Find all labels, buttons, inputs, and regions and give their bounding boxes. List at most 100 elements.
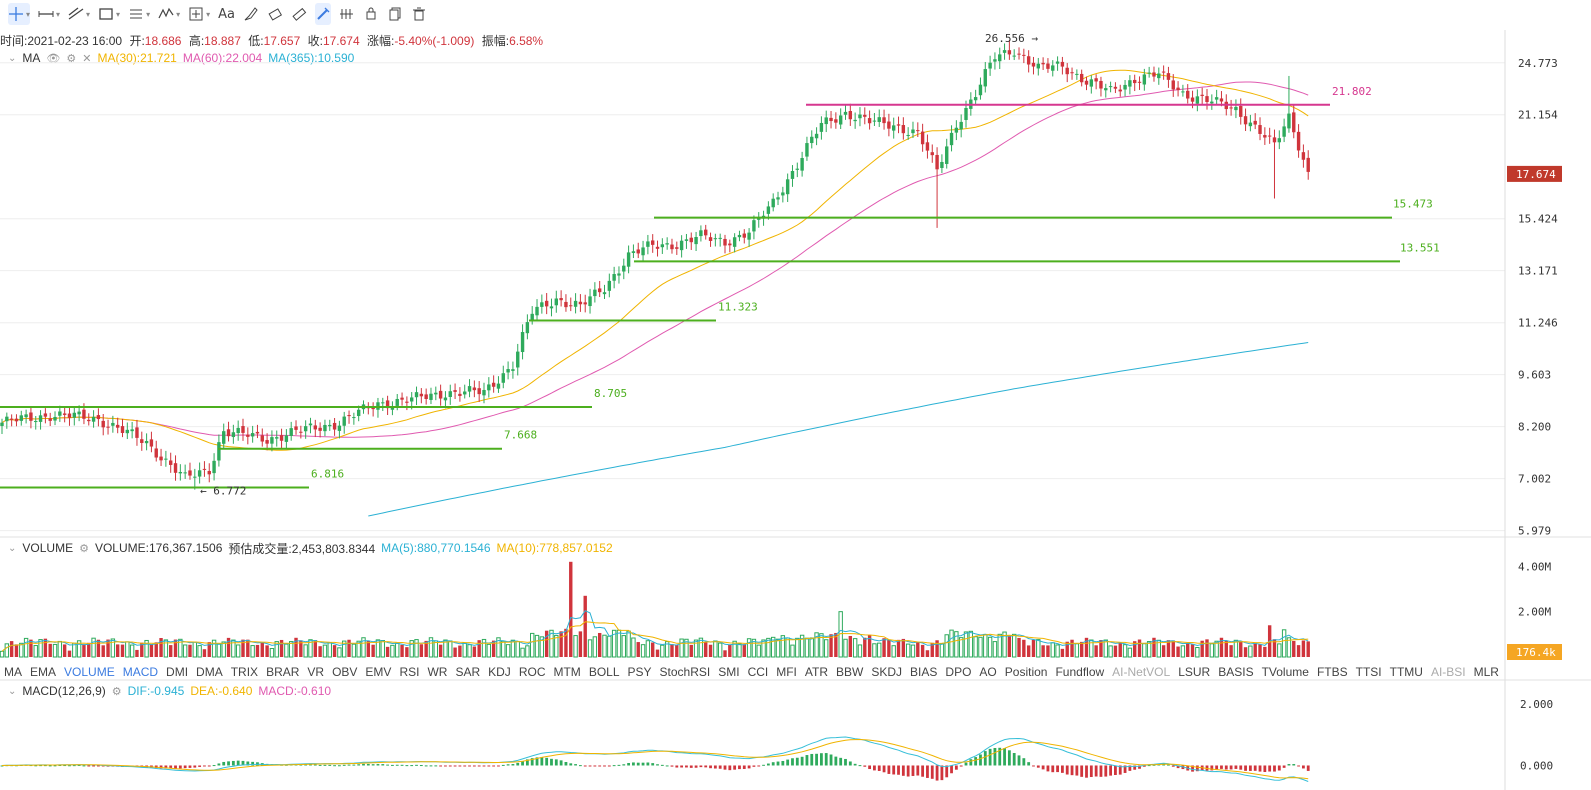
tab-roc[interactable]: ROC: [518, 665, 546, 679]
close-icon[interactable]: ✕: [82, 52, 92, 65]
macd-histogram-bar: [58, 765, 62, 767]
hide-tool-button[interactable]: [363, 3, 379, 25]
tab-ma[interactable]: MA: [4, 665, 22, 679]
tab-dmi[interactable]: DMI: [166, 665, 189, 679]
price-tick-label: 21.154: [1518, 109, 1558, 122]
tab-obv[interactable]: OBV: [332, 665, 358, 679]
tab-smi[interactable]: SMI: [718, 665, 740, 679]
tab-ema[interactable]: EMA: [30, 665, 57, 679]
tab-mfi[interactable]: MFI: [776, 665, 797, 679]
volume-legend: ⌄ VOLUME ⚙ VOLUME:176,367.1506 预估成交量:2,4…: [8, 540, 619, 556]
open-label: 开:: [129, 34, 145, 48]
tab-kdj[interactable]: KDJ: [488, 665, 511, 679]
macd-histogram-bar: [521, 760, 524, 766]
ruler-tool-button[interactable]: [291, 3, 307, 25]
tab-bias[interactable]: BIAS: [910, 665, 938, 679]
candle-body: [1055, 61, 1060, 64]
tab-mtm[interactable]: MTM: [553, 665, 581, 679]
macd-histogram-bar: [140, 765, 144, 768]
tab-dpo[interactable]: DPO: [945, 665, 972, 679]
chevron-down-icon[interactable]: ▾: [146, 9, 151, 19]
text-tool-button[interactable]: Aa: [218, 3, 235, 25]
volume-tick-label: 2.00M: [1518, 606, 1551, 619]
settings-icon[interactable]: ⚙: [66, 52, 77, 65]
tab-mlr[interactable]: MLR: [1473, 665, 1499, 679]
copy-tool-button[interactable]: [387, 3, 403, 25]
candle-body: [1277, 138, 1281, 143]
tab-sar[interactable]: SAR: [455, 665, 481, 679]
tab-ai-bsi[interactable]: AI-BSI: [1430, 665, 1466, 679]
macd-histogram-bar: [419, 765, 423, 767]
volume-bar: [462, 642, 467, 658]
tab-lsur[interactable]: LSUR: [1178, 665, 1211, 679]
tab-tvolume[interactable]: TVolume: [1261, 665, 1309, 679]
tab-position[interactable]: Position: [1004, 665, 1048, 679]
tab-ai-netvol[interactable]: AI-NetVOL: [1112, 665, 1171, 679]
magnet-tool-button[interactable]: [314, 3, 331, 25]
tab-atr[interactable]: ATR: [804, 665, 829, 679]
tab-ttmu[interactable]: TTMU: [1389, 665, 1423, 679]
tab-brar[interactable]: BRAR: [266, 665, 300, 679]
tab-ao[interactable]: AO: [979, 665, 997, 679]
chevron-down-icon[interactable]: ▾: [56, 9, 61, 19]
tab-wr[interactable]: WR: [427, 665, 448, 679]
lock-tool-button[interactable]: [339, 3, 355, 25]
tab-bbw[interactable]: BBW: [836, 665, 864, 679]
candle-body: [29, 412, 33, 421]
macd-histogram-bar: [998, 747, 1002, 766]
eye-icon[interactable]: 👁: [46, 52, 61, 65]
tab-psy[interactable]: PSY: [627, 665, 652, 679]
trend-line-tool-button[interactable]: ▾: [68, 3, 90, 25]
settings-icon[interactable]: ⚙: [111, 685, 122, 698]
tab-volume[interactable]: VOLUME: [64, 665, 115, 679]
volume-bar: [607, 635, 612, 658]
tab-ftbs[interactable]: FTBS: [1316, 665, 1348, 679]
volume-bar: [260, 642, 264, 657]
volume-bar: [477, 640, 481, 657]
tab-ttsi[interactable]: TTSI: [1355, 665, 1382, 679]
macd-histogram-bar: [511, 764, 515, 766]
tab-basis[interactable]: BASIS: [1218, 665, 1254, 679]
tab-vr[interactable]: VR: [307, 665, 325, 679]
tab-boll[interactable]: BOLL: [588, 665, 620, 679]
eraser-tool-button[interactable]: [267, 3, 283, 25]
fib-tool-button[interactable]: ▾: [128, 3, 150, 25]
volume-bar: [182, 644, 188, 658]
volume-bar: [221, 641, 226, 658]
chevron-down-icon[interactable]: ▾: [26, 9, 31, 19]
ma30-value: MA(30):21.721: [97, 51, 177, 65]
trash-tool-button[interactable]: [411, 3, 427, 25]
candle-body: [520, 332, 525, 353]
rectangle-tool-button[interactable]: ▾: [98, 3, 120, 25]
tab-cci[interactable]: CCI: [747, 665, 769, 679]
volume-value: VOLUME:176,367.1506: [94, 541, 223, 555]
tab-trix[interactable]: TRIX: [230, 665, 259, 679]
candle-body: [853, 119, 857, 122]
volume-collapse-icon[interactable]: ⌄: [8, 542, 17, 554]
candle-body: [289, 428, 293, 436]
tab-dma[interactable]: DMA: [196, 665, 223, 679]
horizontal-ray-tool-button[interactable]: ▾: [38, 3, 60, 25]
tab-skdj[interactable]: SKDJ: [871, 665, 903, 679]
chevron-down-icon[interactable]: ▾: [176, 9, 181, 19]
chevron-down-icon[interactable]: ▾: [86, 9, 91, 19]
volume-bar: [573, 635, 578, 658]
drawing-toolbar: ▾ ▾ ▾ ▾ ▾ ▾ ▾ Aa: [0, 0, 1591, 28]
chevron-down-icon[interactable]: ▾: [116, 9, 121, 19]
macd-histogram-bar: [564, 761, 568, 766]
tab-emv[interactable]: EMV: [365, 665, 392, 679]
measure-tool-button[interactable]: ▾: [188, 3, 210, 25]
tab-fundflow[interactable]: Fundflow: [1055, 665, 1105, 679]
settings-icon[interactable]: ⚙: [79, 542, 89, 555]
macd-collapse-icon[interactable]: ⌄: [8, 685, 17, 697]
tab-stochrsi[interactable]: StochRSI: [659, 665, 711, 679]
crosshair-tool-button[interactable]: ▾: [8, 3, 31, 25]
volume-bar: [149, 644, 154, 657]
brush-tool-button[interactable]: [243, 3, 259, 25]
tab-macd[interactable]: MACD: [122, 665, 159, 679]
tab-rsi[interactable]: RSI: [399, 665, 420, 679]
chevron-down-icon[interactable]: ▾: [206, 9, 211, 19]
ma-collapse-icon[interactable]: ⌄: [8, 52, 17, 64]
candle-body: [328, 424, 332, 427]
wave-tool-button[interactable]: ▾: [158, 3, 180, 25]
